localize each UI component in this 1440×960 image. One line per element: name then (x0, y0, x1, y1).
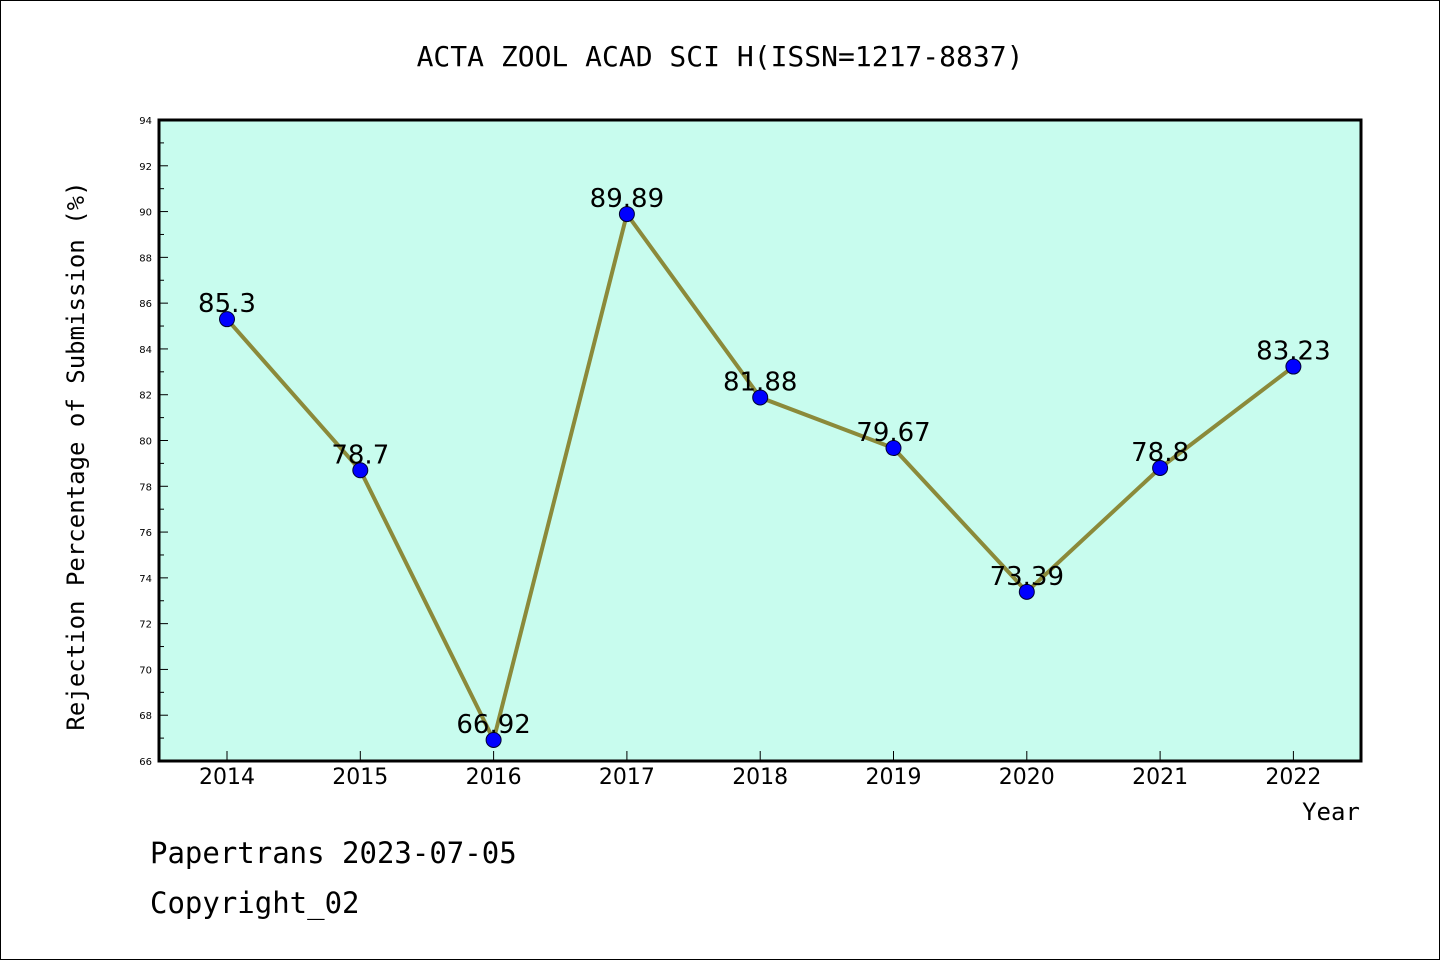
data-label: 66.92 (456, 710, 530, 740)
y-tick-label: 66 (139, 757, 152, 768)
data-point (1152, 459, 1169, 476)
data-point (485, 731, 502, 748)
y-tick-label: 70 (139, 665, 152, 676)
x-axis-label: Year (1302, 798, 1360, 826)
y-tick-label: 88 (139, 253, 152, 264)
data-point (618, 206, 635, 223)
x-axis: 2014 2015 2016 2017 2018 2019 2020 2021 2022 (199, 751, 1321, 790)
x-tick-label: 2015 (332, 765, 388, 790)
data-label: 85.3 (198, 289, 256, 319)
plot-area (157, 118, 1363, 763)
x-tick-label: 2022 (1265, 765, 1321, 790)
data-label: 79.67 (856, 418, 930, 448)
y-tick-label: 76 (139, 528, 152, 539)
data-label: 81.88 (723, 367, 797, 397)
data-point (1018, 583, 1035, 600)
y-tick-label: 84 (139, 345, 152, 356)
chart-title: ACTA ZOOL ACAD SCI H(ISSN=1217-8837) (417, 40, 1024, 73)
y-axis: 66 68 70 72 74 76 78 80 82 84 86 88 90 92 94 (139, 116, 168, 768)
footer-source: Papertrans 2023-07-05 (150, 836, 517, 870)
x-tick-label: 2018 (732, 765, 788, 790)
footer-copyright: Copyright_02 (150, 886, 360, 920)
x-tick-label: 2017 (599, 765, 655, 790)
x-tick-label: 2014 (199, 765, 255, 790)
data-labels: 85.3 78.7 66.92 89.89 81.88 79.67 73.39 78.8 83.… (198, 184, 1331, 740)
y-tick-label: 80 (139, 437, 152, 448)
y-tick-label: 82 (139, 391, 152, 402)
data-label: 78.7 (331, 440, 389, 470)
y-axis-label: Rejection Percentage of Submission (%) (62, 181, 90, 730)
x-tick-label: 2020 (999, 765, 1055, 790)
x-tick-label: 2016 (466, 765, 522, 790)
data-label: 89.89 (590, 184, 664, 214)
y-tick-label: 90 (139, 208, 152, 219)
data-label: 78.8 (1131, 438, 1189, 468)
data-label: 73.39 (990, 562, 1064, 592)
x-tick-label: 2021 (1132, 765, 1188, 790)
x-tick-label: 2019 (866, 765, 922, 790)
y-tick-label: 72 (139, 620, 152, 631)
data-point (1285, 358, 1302, 375)
y-tick-label: 86 (139, 299, 152, 310)
data-point (352, 462, 369, 479)
data-point (885, 440, 902, 457)
data-point (752, 389, 769, 406)
y-tick-label: 94 (139, 116, 152, 127)
y-tick-label: 92 (139, 162, 152, 173)
y-tick-label: 78 (139, 482, 152, 493)
series-markers (219, 206, 1302, 748)
y-tick-label: 68 (139, 711, 152, 722)
data-point (219, 311, 235, 328)
data-label: 83.23 (1256, 337, 1330, 367)
y-tick-label: 74 (139, 574, 152, 585)
